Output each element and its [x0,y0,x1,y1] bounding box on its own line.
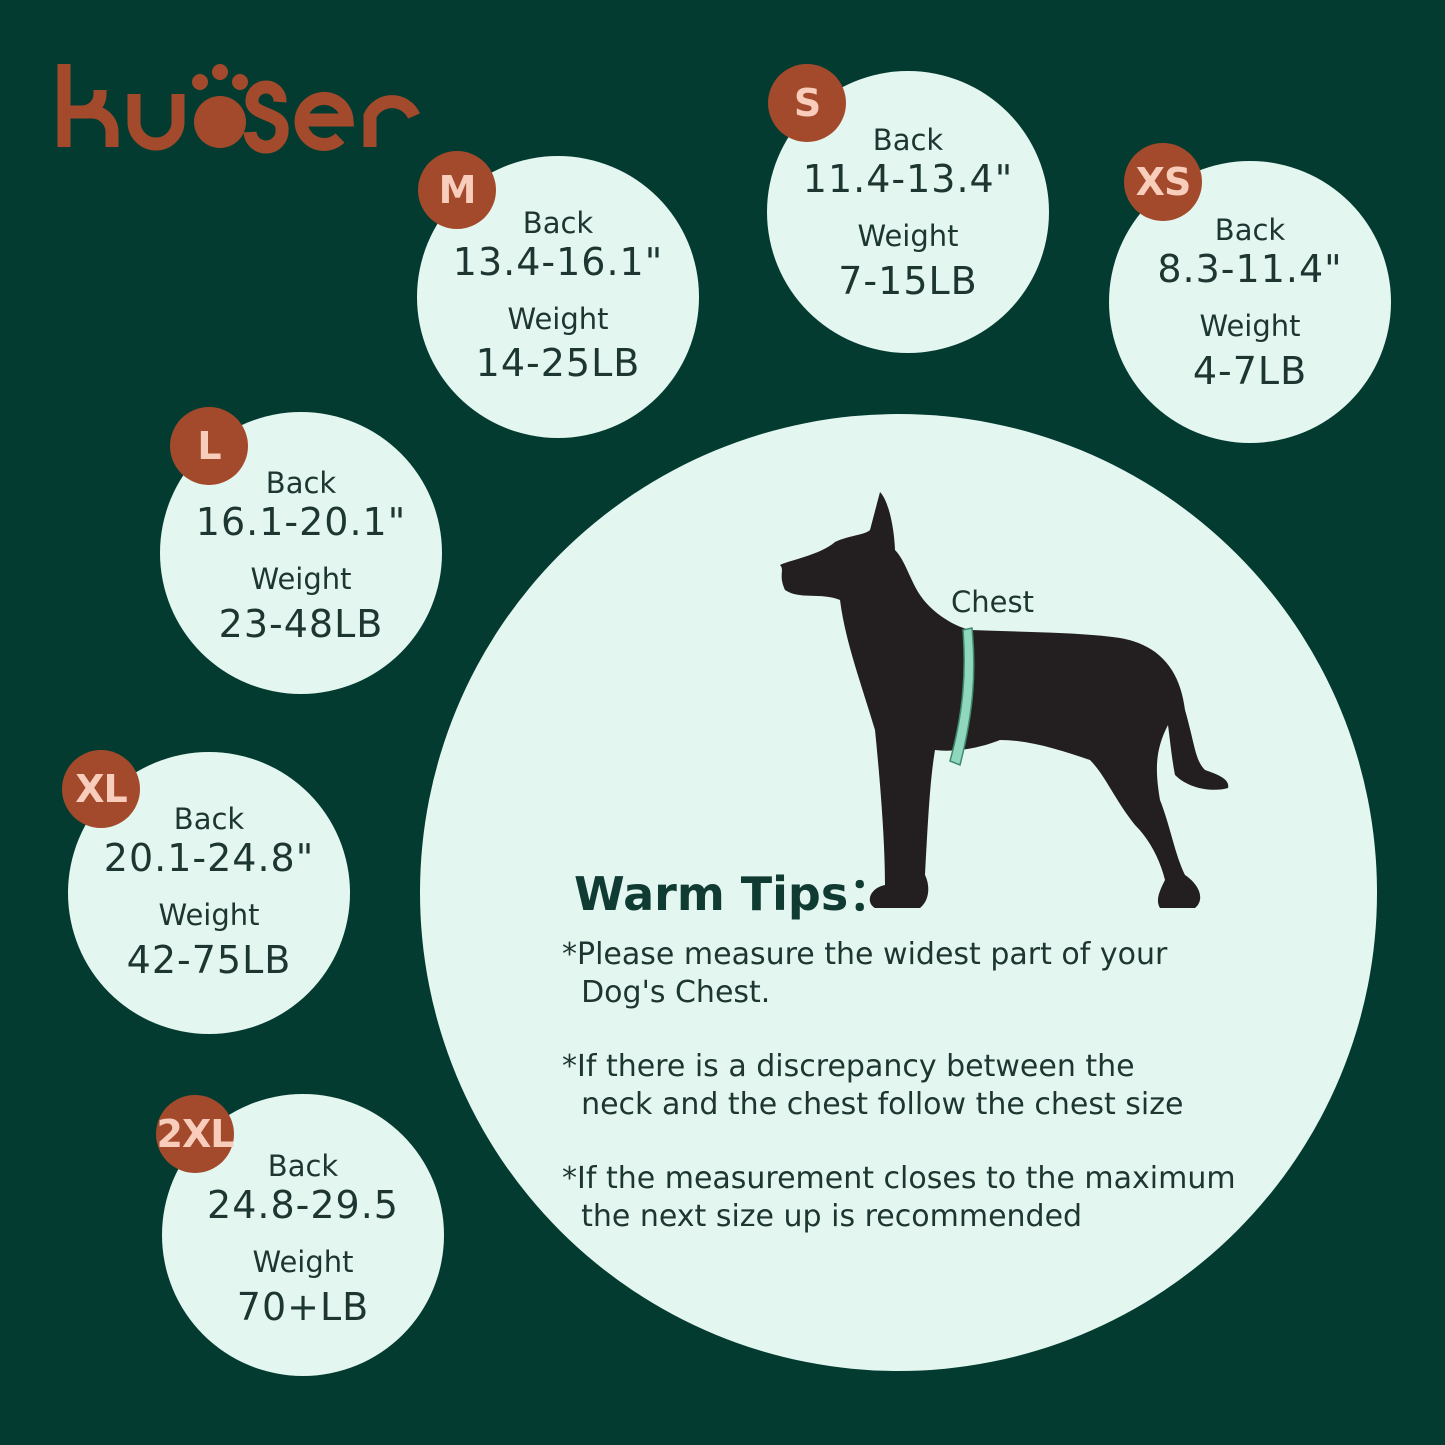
size-badge-s: S [768,64,846,142]
tip-1: *Please measure the widest part of your … [562,937,1168,1010]
weight-label: Weight [158,898,260,932]
size-badge-xs: XS [1124,143,1202,221]
back-label: Back [872,123,944,157]
weight-label: Weight [857,219,959,253]
size-badge-m: M [418,151,496,229]
back-value: 11.4-13.4" [802,157,1014,201]
kuoser-logo [57,64,420,154]
weight-value: 70+LB [236,1285,370,1329]
size-card-m: Back 13.4-16.1" Weight 14-25LB [417,156,699,438]
weight-value: 4-7LB [1192,349,1308,393]
weight-value: 14-25LB [475,341,641,385]
weight-value: 42-75LB [126,938,292,982]
weight-label: Weight [250,562,352,596]
back-label: Back [522,206,594,240]
back-value: 8.3-11.4" [1157,247,1343,291]
tip-3: *If the measurement closes to the maximu… [562,1161,1236,1234]
back-value: 24.8-29.5 [207,1183,399,1227]
weight-label: Weight [507,302,609,336]
back-label: Back [265,466,337,500]
size-card-s: Back 11.4-13.4" Weight 7-15LB [767,71,1049,353]
size-badge-2xl: 2XL [156,1095,234,1173]
weight-label: Weight [1199,309,1301,343]
chest-label: Chest [951,585,1034,619]
warm-tips-title: Warm Tips： [574,867,895,921]
size-badge-xl: XL [62,750,140,828]
tip-2: *If there is a discrepancy between the n… [562,1049,1184,1122]
dog-silhouette-icon [780,492,1229,908]
back-label: Back [267,1149,339,1183]
measuring-tape-icon [949,627,975,767]
back-value: 13.4-16.1" [452,240,664,284]
weight-value: 23-48LB [218,602,384,646]
weight-label: Weight [252,1245,354,1279]
back-label: Back [173,802,245,836]
size-badge-l: L [170,407,248,485]
back-value: 20.1-24.8" [103,836,315,880]
back-label: Back [1214,213,1286,247]
weight-value: 7-15LB [838,259,978,303]
back-value: 16.1-20.1" [195,500,407,544]
